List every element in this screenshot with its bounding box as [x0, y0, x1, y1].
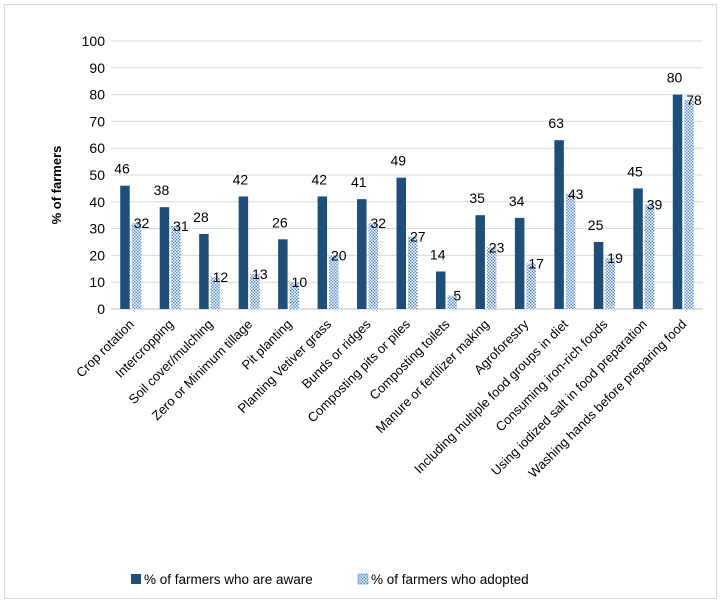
gridlines	[111, 40, 703, 310]
bar-adopted	[289, 282, 300, 309]
y-tick-label: 30	[89, 221, 105, 237]
bar-aware	[633, 188, 643, 309]
data-label-adopted: 78	[686, 92, 702, 108]
data-label-adopted: 19	[607, 250, 623, 266]
bar-adopted	[368, 223, 379, 309]
bar-adopted	[171, 225, 181, 309]
y-tick-label: 100	[82, 33, 106, 49]
data-label-aware: 42	[233, 171, 249, 187]
bar-adopted	[447, 295, 457, 309]
y-tick-label: 0	[97, 301, 105, 317]
data-label-aware: 14	[430, 246, 446, 262]
data-label-aware: 34	[509, 193, 525, 209]
chart-frame: 46 32 38 31 28 12 42 13 26 10 42 20 41 32 49 27 14 5 35 23 3…	[4, 4, 717, 599]
data-label-adopted: 32	[370, 215, 386, 231]
bar-aware	[672, 94, 683, 309]
x-category-label: Bunds or ridges	[299, 316, 374, 391]
data-label-aware: 38	[154, 182, 170, 198]
bar-adopted	[684, 99, 694, 310]
y-tick-label: 10	[89, 274, 105, 290]
data-label-adopted: 12	[213, 269, 229, 285]
legend-label-aware: % of farmers who are aware	[144, 572, 313, 587]
data-label-aware: 28	[193, 209, 209, 225]
bar-adopted	[329, 255, 339, 309]
bar-aware	[396, 177, 406, 309]
bar-adopted	[408, 236, 418, 309]
y-tick-label: 70	[89, 113, 105, 129]
bar-aware	[514, 217, 525, 309]
bar-adopted	[565, 193, 576, 309]
bar-adopted	[250, 274, 260, 309]
data-label-adopted: 17	[528, 255, 544, 271]
legend-label-adopted: % of farmers who adopted	[371, 572, 529, 587]
data-label-adopted: 43	[568, 186, 584, 202]
data-label-adopted: 31	[173, 218, 189, 234]
legend-swatch-aware	[131, 574, 141, 584]
data-label-adopted: 39	[647, 196, 663, 212]
data-label-adopted: 32	[134, 215, 150, 231]
bar-adopted	[605, 258, 615, 309]
data-label-adopted: 23	[489, 239, 505, 255]
bar-aware	[238, 196, 249, 309]
bar-adopted	[526, 263, 536, 309]
bar-aware	[554, 140, 564, 309]
data-label-aware: 25	[588, 217, 604, 233]
data-label-aware: 42	[312, 171, 328, 187]
y-axis-label: % of farmers	[49, 146, 64, 225]
bar-aware	[199, 233, 209, 309]
bar-aware	[120, 185, 130, 309]
y-tick-label: 20	[89, 247, 105, 263]
data-label-aware: 26	[272, 214, 288, 230]
data-label-aware: 45	[627, 163, 643, 179]
y-tick-label: 40	[89, 194, 105, 210]
y-tick-label: 50	[89, 167, 105, 183]
data-label-aware: 46	[114, 161, 130, 177]
bar-aware	[317, 196, 328, 309]
bar-aware	[278, 239, 288, 309]
data-label-aware: 80	[667, 70, 683, 86]
legend-swatch-adopted	[357, 573, 369, 585]
data-label-aware: 35	[469, 190, 485, 206]
data-label-adopted: 27	[410, 229, 426, 245]
data-label-adopted: 20	[331, 247, 347, 263]
y-tick-label: 90	[89, 60, 105, 76]
bar-aware	[475, 215, 485, 309]
data-label-aware: 41	[351, 174, 367, 190]
bar-adopted	[644, 204, 655, 309]
data-label-adopted: 13	[252, 266, 268, 282]
y-tick-label: 60	[89, 140, 105, 156]
y-tick-label: 80	[89, 87, 105, 103]
bar-aware	[357, 199, 367, 309]
bar-adopted	[131, 223, 142, 309]
bar-aware	[435, 271, 446, 309]
bars	[120, 94, 694, 310]
bar-adopted	[486, 247, 497, 309]
bar-adopted	[210, 276, 221, 309]
legend: % of farmers who are aware % of farmers …	[131, 572, 529, 587]
bar-aware	[593, 242, 604, 309]
data-label-aware: 49	[390, 153, 406, 169]
bar-aware	[159, 207, 170, 309]
data-label-adopted: 10	[292, 274, 308, 290]
y-axis-ticks: 0 10 20 30 40 50 60 70 80 90 100	[82, 33, 106, 317]
data-label-adopted: 5	[453, 288, 461, 304]
data-label-aware: 63	[548, 115, 564, 131]
